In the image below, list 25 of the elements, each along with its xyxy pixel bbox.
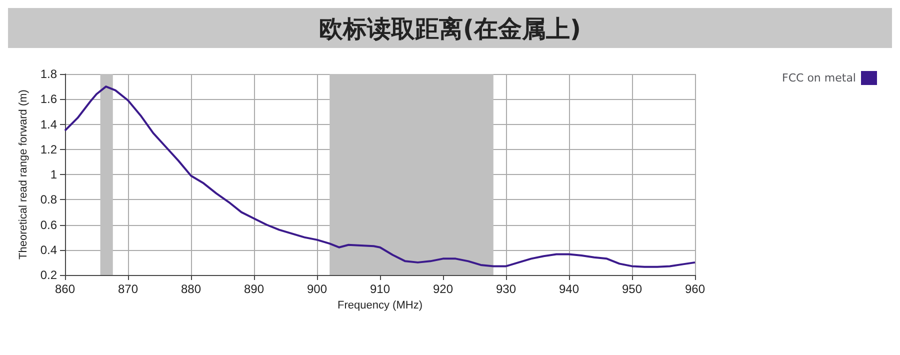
y-tick-label: 0.8 (40, 192, 58, 207)
y-tick-label: 0.2 (40, 268, 58, 282)
x-tick-label: 910 (370, 282, 390, 296)
y-tick-label: 0.6 (40, 218, 58, 232)
x-tick-label: 870 (118, 282, 138, 296)
x-axis-title: Frequency (MHz) (338, 299, 422, 312)
line-series (64, 86, 696, 268)
x-tick-label: 930 (496, 282, 516, 296)
y-tick-label: 1.8 (40, 67, 58, 81)
x-tick-label: 890 (244, 282, 264, 296)
x-tick-label: 940 (558, 282, 580, 296)
y-tick-label: 0.4 (40, 242, 58, 257)
x-tick-label: 880 (180, 282, 202, 296)
y-tick-label: 1.4 (40, 117, 58, 132)
chart-title: 欧标读取距离(在金属上) (319, 15, 581, 43)
x-tick-label: 960 (684, 282, 706, 296)
y-tick-label: 1 (50, 168, 58, 182)
x-tick-label: 900 (306, 282, 328, 296)
x-tick-label: 920 (432, 282, 454, 296)
x-tick-label: 860 (54, 282, 76, 296)
x-tick-label: 950 (622, 282, 642, 296)
y-tick-label: 1.6 (40, 92, 58, 106)
y-axis-title: Theoretical read range forward (m) (18, 90, 30, 260)
legend-label: FCC on metal (782, 72, 856, 84)
y-tick-label: 1.2 (40, 142, 58, 156)
